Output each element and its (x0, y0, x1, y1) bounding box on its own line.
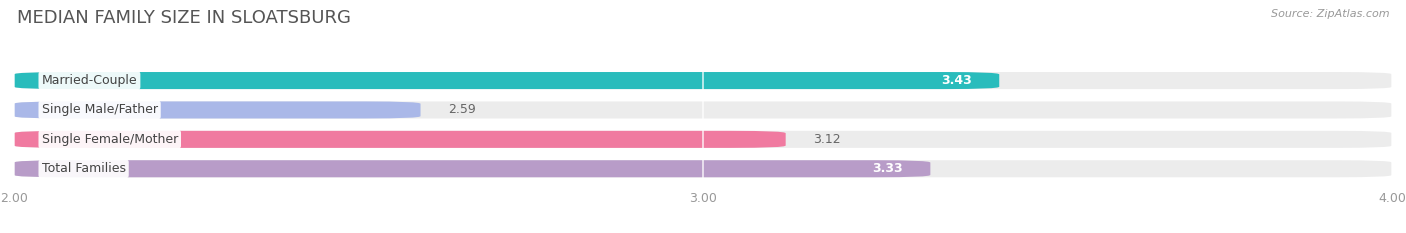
FancyBboxPatch shape (14, 72, 1392, 89)
Text: Source: ZipAtlas.com: Source: ZipAtlas.com (1271, 9, 1389, 19)
FancyBboxPatch shape (14, 101, 1392, 118)
FancyBboxPatch shape (14, 160, 931, 177)
FancyBboxPatch shape (14, 160, 1392, 177)
Text: MEDIAN FAMILY SIZE IN SLOATSBURG: MEDIAN FAMILY SIZE IN SLOATSBURG (17, 9, 350, 27)
FancyBboxPatch shape (14, 101, 420, 118)
Text: 3.43: 3.43 (941, 74, 972, 87)
Text: 3.12: 3.12 (813, 133, 841, 146)
FancyBboxPatch shape (14, 72, 1000, 89)
Text: 3.33: 3.33 (872, 162, 903, 175)
Text: Total Families: Total Families (42, 162, 125, 175)
Text: 2.59: 2.59 (449, 103, 475, 116)
FancyBboxPatch shape (14, 131, 786, 148)
Text: Single Female/Mother: Single Female/Mother (42, 133, 179, 146)
FancyBboxPatch shape (14, 131, 1392, 148)
Text: Single Male/Father: Single Male/Father (42, 103, 157, 116)
Text: Married-Couple: Married-Couple (42, 74, 138, 87)
